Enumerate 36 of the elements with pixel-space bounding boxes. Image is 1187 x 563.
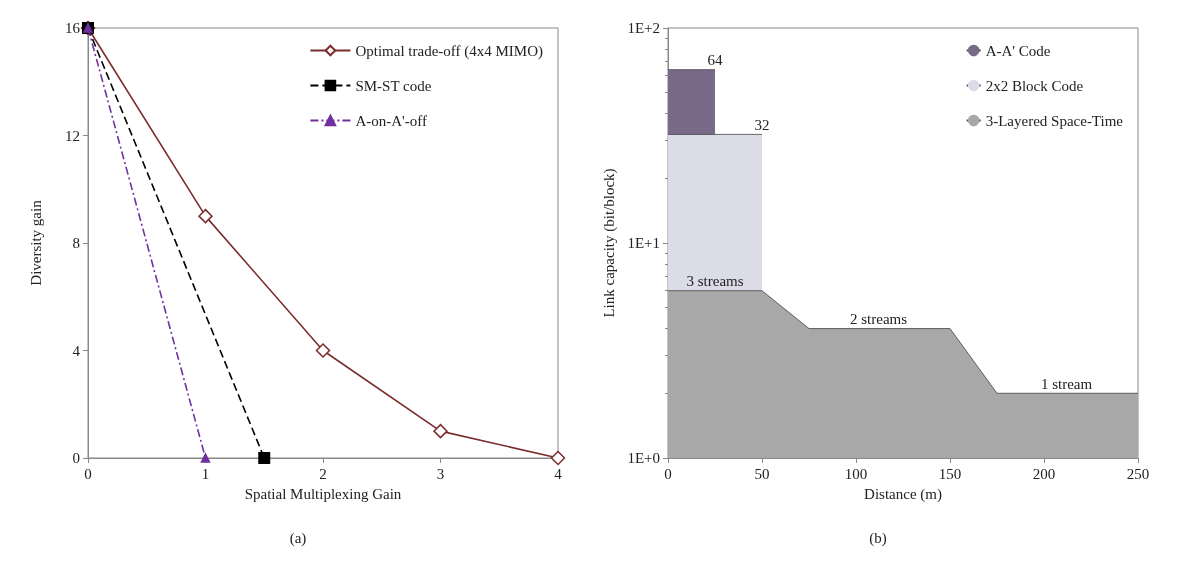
- legend-label: 2x2 Block Code: [985, 77, 1084, 94]
- y-tick-label: 8: [72, 235, 80, 251]
- annotation: 1 stream: [1040, 375, 1093, 392]
- legend-label: Optimal trade-off (4x4 MIMO): [355, 42, 544, 60]
- x-tick-label: 2: [319, 465, 327, 482]
- y-tick-label: 1E+2: [627, 20, 660, 36]
- y-tick-label: 0: [72, 450, 80, 466]
- y-tick-label: 12: [65, 127, 80, 144]
- annotation: 64: [707, 52, 723, 69]
- x-tick-label: 100: [844, 465, 868, 482]
- annotation: 32: [754, 116, 770, 133]
- legend-label: A-on-A'-off: [355, 112, 427, 129]
- legend-label: SM-ST code: [355, 77, 432, 94]
- y-axis-title: Diversity gain: [27, 199, 44, 286]
- x-tick-label: 3: [436, 465, 445, 482]
- y-axis-title: Link capacity (bit/block): [600, 168, 618, 318]
- x-tick-label: 150: [938, 465, 962, 482]
- x-tick-label: 250: [1126, 465, 1150, 482]
- legend-label: A-A' Code: [985, 42, 1051, 59]
- x-axis-title: Spatial Multiplexing Gain: [244, 485, 402, 502]
- x-tick-label: 0: [664, 465, 672, 482]
- x-tick-label: 0: [84, 465, 92, 482]
- y-tick-label: 4: [72, 342, 81, 359]
- y-tick-label: 1E+1: [627, 235, 660, 251]
- text: (a): [289, 529, 307, 547]
- x-axis-title: Distance (m): [864, 485, 942, 503]
- y-tick-label: 1E+0: [627, 450, 660, 466]
- x-tick-label: 50: [754, 465, 770, 482]
- x-tick-label: 200: [1032, 465, 1056, 482]
- annotation: 2 streams: [850, 311, 908, 328]
- y-tick-label: 16: [65, 20, 81, 36]
- x-tick-label: 4: [554, 465, 563, 482]
- x-tick-label: 1: [201, 465, 210, 482]
- annotation: 3 streams: [686, 273, 744, 290]
- text: (b): [869, 529, 887, 547]
- legend-label: 3-Layered Space-Time: [985, 112, 1124, 129]
